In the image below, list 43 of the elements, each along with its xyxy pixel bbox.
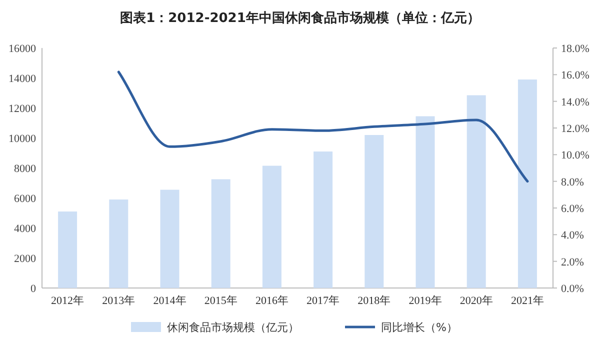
y-tick-label: 12000 <box>8 103 36 115</box>
bar <box>58 212 78 288</box>
legend-label: 同比增长（%） <box>381 321 458 334</box>
x-tick-label: 2020年 <box>460 295 493 307</box>
x-tick-label: 2017年 <box>306 295 340 307</box>
x-tick-label: 2016年 <box>255 295 288 307</box>
y2-tick-label: 16.0% <box>561 70 590 82</box>
bar <box>211 179 230 288</box>
legend-label: 休闲食品市场规模（亿元） <box>167 321 299 334</box>
y2-tick-label: 4.0% <box>561 230 584 242</box>
line-series <box>117 70 529 183</box>
y-tick-label: 8000 <box>14 163 36 175</box>
y-tick-label: 16000 <box>8 43 36 55</box>
y-tick-label: 6000 <box>14 193 36 205</box>
x-tick-label: 2021年 <box>510 295 544 307</box>
y2-tick-label: 2.0% <box>561 256 584 268</box>
bar <box>364 135 384 288</box>
y2-tick-label: 0.0% <box>561 283 584 295</box>
x-tick-label: 2014年 <box>153 295 186 307</box>
y2-tick-label: 14.0% <box>561 96 590 108</box>
bar <box>518 80 537 288</box>
y-tick-label: 4000 <box>14 223 36 235</box>
bar <box>109 200 128 288</box>
x-tick-label: 2013年 <box>102 295 136 307</box>
bar <box>160 190 180 288</box>
bar <box>314 152 333 288</box>
y-tick-label: 14000 <box>8 73 36 85</box>
y2-tick-label: 8.0% <box>561 176 584 188</box>
y2-tick-label: 10.0% <box>561 150 590 162</box>
x-tick-label: 2012年 <box>51 295 84 307</box>
bar <box>466 95 486 288</box>
y2-tick-label: 18.0% <box>561 43 590 55</box>
bar <box>416 116 435 288</box>
y-tick-label: 2000 <box>14 253 36 265</box>
y-tick-label: 0 <box>30 283 36 295</box>
y2-tick-label: 12.0% <box>561 123 590 135</box>
x-tick-label: 2015年 <box>204 295 238 307</box>
bar <box>262 166 282 288</box>
y-tick-label: 10000 <box>8 133 36 145</box>
x-tick-label: 2018年 <box>358 295 391 307</box>
x-tick-label: 2019年 <box>408 295 442 307</box>
y2-tick-label: 6.0% <box>561 203 584 215</box>
chart-title: 图表1：2012-2021年中国休闲食品市场规模（单位：亿元） <box>120 10 480 26</box>
